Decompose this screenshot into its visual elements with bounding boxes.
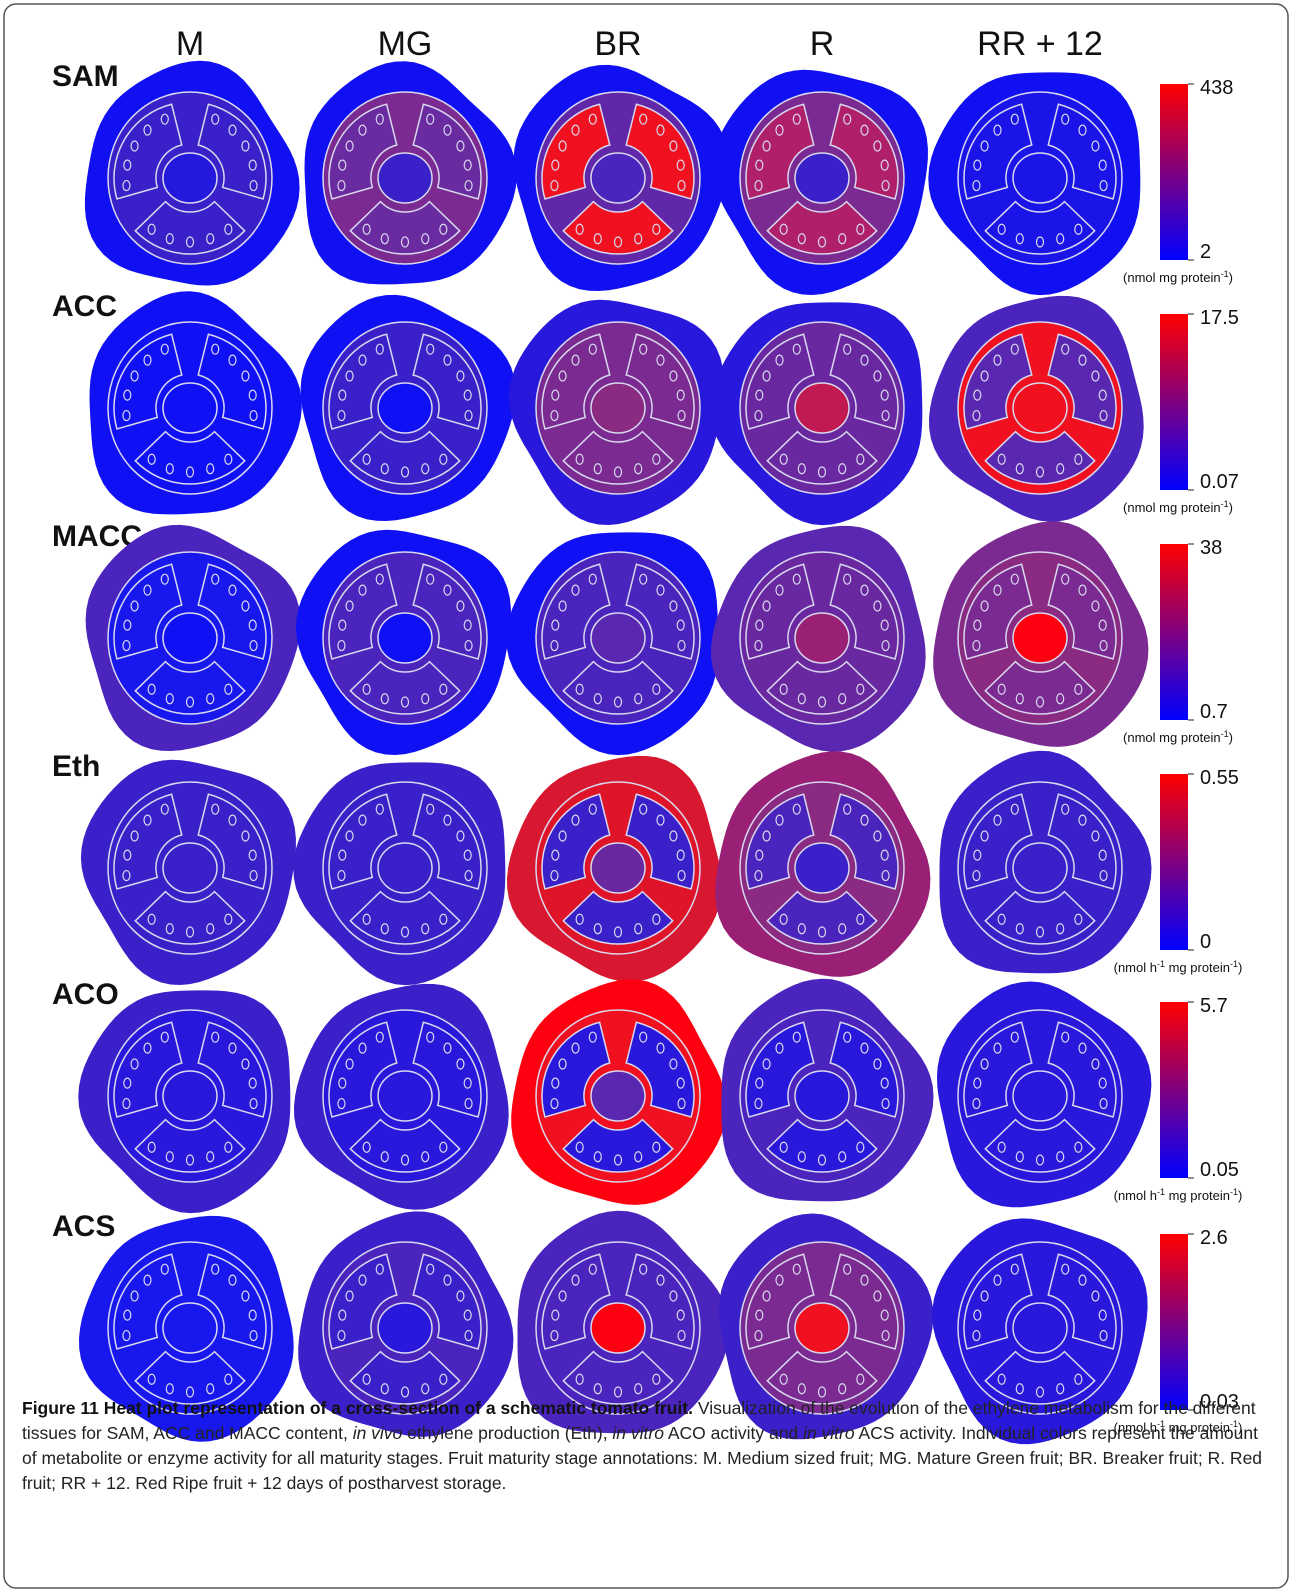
row-label: Eth — [52, 750, 100, 783]
unit-text: ) — [1229, 270, 1233, 285]
unit-superscript: -1 — [1221, 499, 1229, 509]
unit-text: mg protein — [1165, 1188, 1230, 1203]
colorbar — [1160, 1234, 1188, 1410]
colorbar — [1160, 774, 1188, 950]
fruit-columella — [378, 1303, 432, 1353]
caption-title: Figure 11 Heat plot representation of a … — [22, 1398, 693, 1418]
unit-superscript: -1 — [1230, 1187, 1238, 1197]
fruit-columella — [795, 383, 849, 433]
fruit-columella — [1013, 1071, 1067, 1121]
colorbar — [1160, 314, 1188, 490]
caption-text: ethylene production (Eth), — [402, 1423, 612, 1443]
row-label: ACO — [52, 978, 119, 1011]
unit-text: ) — [1229, 500, 1233, 515]
fruit-columella — [1013, 613, 1067, 663]
unit-superscript: -1 — [1157, 959, 1165, 969]
fruit-columella — [378, 1071, 432, 1121]
fruit-columella — [1013, 843, 1067, 893]
colorbar-max: 438 — [1200, 77, 1233, 99]
unit-superscript: -1 — [1157, 1187, 1165, 1197]
colorbar-max: 38 — [1200, 537, 1222, 559]
fruit-columella — [163, 153, 217, 203]
fruit-columella — [1013, 153, 1067, 203]
page: MMGBRRRR + 12SAM4382(nmol mg protein-1)A… — [0, 0, 1293, 1593]
fruit-columella — [591, 843, 645, 893]
unit-text: ) — [1238, 1188, 1242, 1203]
unit-superscript: -1 — [1221, 269, 1229, 279]
colorbar-max: 2.6 — [1200, 1227, 1228, 1249]
caption-text: ACO activity and — [664, 1423, 803, 1443]
unit-label: (nmol h-1 mg protein-1) — [1114, 1187, 1243, 1203]
fruit-columella — [795, 1303, 849, 1353]
fruit-columella — [591, 613, 645, 663]
colorbar-max: 0.55 — [1200, 767, 1239, 789]
colorbar-min: 0.05 — [1200, 1159, 1239, 1181]
colorbar — [1160, 544, 1188, 720]
caption-italic: in vitro — [803, 1423, 855, 1443]
fruit-columella — [378, 383, 432, 433]
row-label: ACS — [52, 1210, 115, 1243]
colorbar-min: 0 — [1200, 931, 1211, 953]
unit-label: (nmol mg protein-1) — [1123, 269, 1233, 285]
fruit-columella — [163, 1071, 217, 1121]
unit-text: (nmol mg protein — [1123, 270, 1221, 285]
row-label: SAM — [52, 60, 119, 93]
fruit-columella — [591, 1303, 645, 1353]
fruit-columella — [795, 613, 849, 663]
colorbar-max: 5.7 — [1200, 995, 1228, 1017]
fruit-columella — [591, 383, 645, 433]
unit-text: ) — [1238, 960, 1242, 975]
fruit-columella — [591, 1071, 645, 1121]
caption-italic: in vitro — [612, 1423, 664, 1443]
colorbar-min: 2 — [1200, 241, 1211, 263]
unit-superscript: -1 — [1230, 959, 1238, 969]
fruit-columella — [163, 383, 217, 433]
fruit-columella — [378, 613, 432, 663]
fruit-columella — [795, 1071, 849, 1121]
figure: MMGBRRRR + 12SAM4382(nmol mg protein-1)A… — [0, 0, 1293, 1593]
fruit-columella — [163, 843, 217, 893]
colorbar — [1160, 1002, 1188, 1178]
column-label: RR + 12 — [977, 25, 1103, 63]
unit-text: (nmol mg protein — [1123, 500, 1221, 515]
caption: Figure 11 Heat plot representation of a … — [22, 1396, 1272, 1496]
fruit-columella — [795, 843, 849, 893]
column-label: M — [176, 25, 204, 63]
unit-text: mg protein — [1165, 960, 1230, 975]
row-label: ACC — [52, 290, 117, 323]
caption-italic: in vivo — [353, 1423, 403, 1443]
colorbar-min: 0.7 — [1200, 701, 1228, 723]
unit-superscript: -1 — [1221, 729, 1229, 739]
fruit-columella — [378, 843, 432, 893]
column-label: MG — [378, 25, 433, 63]
unit-text: (nmol h — [1114, 1188, 1157, 1203]
column-label: BR — [594, 25, 641, 63]
unit-label: (nmol h-1 mg protein-1) — [1114, 959, 1243, 975]
fruit-columella — [1013, 1303, 1067, 1353]
unit-label: (nmol mg protein-1) — [1123, 729, 1233, 745]
fruit-columella — [1013, 383, 1067, 433]
unit-text: ) — [1229, 730, 1233, 745]
colorbar — [1160, 84, 1188, 260]
fruit-columella — [378, 153, 432, 203]
colorbar-min: 0.07 — [1200, 471, 1239, 493]
unit-label: (nmol mg protein-1) — [1123, 499, 1233, 515]
fruit-columella — [591, 153, 645, 203]
fruit-columella — [163, 613, 217, 663]
unit-text: (nmol mg protein — [1123, 730, 1221, 745]
colorbar-max: 17.5 — [1200, 307, 1239, 329]
fruit-columella — [795, 153, 849, 203]
fruit-columella — [163, 1303, 217, 1353]
column-label: R — [810, 25, 835, 63]
unit-text: (nmol h — [1114, 960, 1157, 975]
